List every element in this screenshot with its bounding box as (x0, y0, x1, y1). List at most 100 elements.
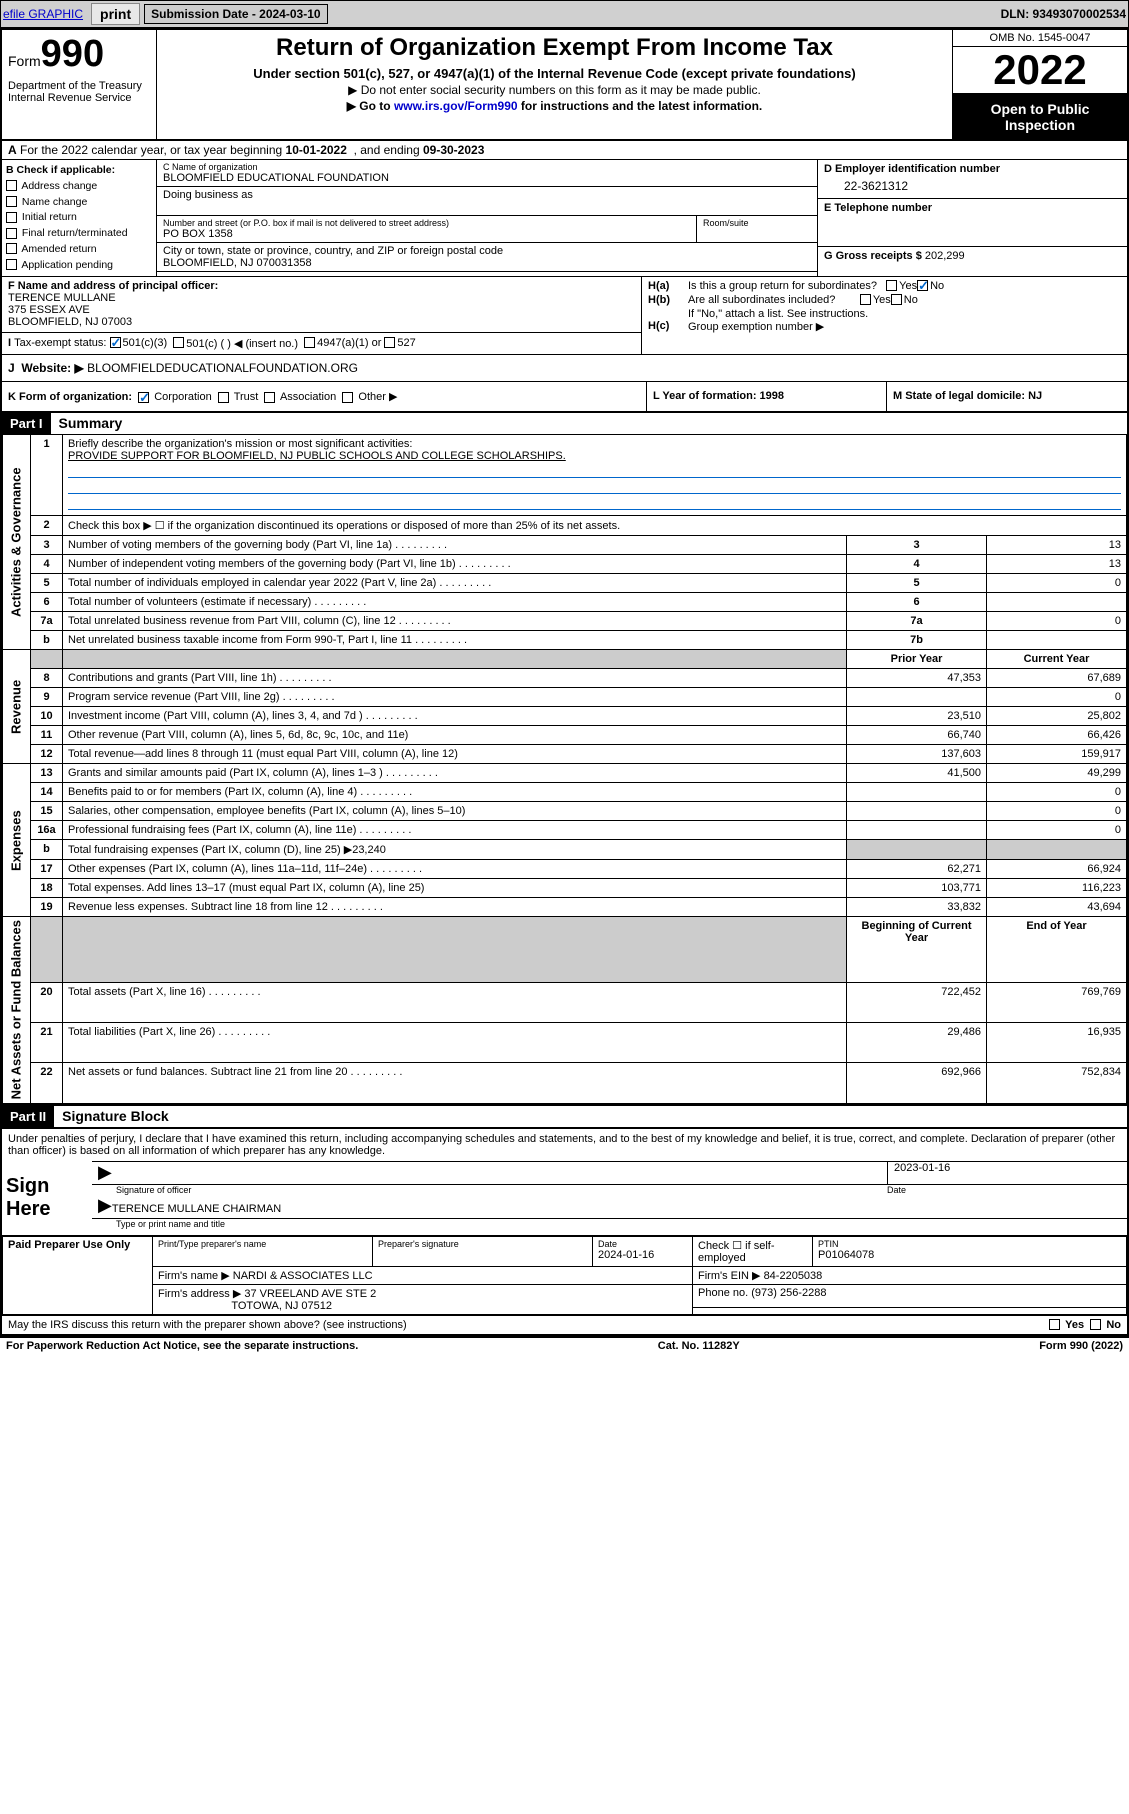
col-b-checkboxes: B Check if applicable: Address change Na… (2, 160, 157, 276)
form-number: Form990 (8, 33, 150, 76)
dln: DLN: 93493070002534 (1001, 7, 1126, 21)
sign-here-label: Sign Here (2, 1161, 92, 1235)
cb-discuss-yes[interactable] (1049, 1319, 1060, 1330)
row-a: A For the 2022 calendar year, or tax yea… (2, 141, 1127, 160)
row-i: I Tax-exempt status: 501(c)(3) 501(c) ( … (2, 332, 641, 354)
line8: Contributions and grants (Part VIII, lin… (63, 669, 847, 688)
cb-trust[interactable] (218, 392, 229, 403)
side-net-assets: Net Assets or Fund Balances (3, 917, 31, 1103)
self-employed-check[interactable]: Check ☐ if self-employed (693, 1236, 813, 1267)
cb-4947[interactable] (304, 337, 315, 348)
sign-here-row: Sign Here ▶ 2023-01-16 Signature of offi… (2, 1161, 1127, 1235)
cb-assoc[interactable] (264, 392, 275, 403)
cb-ha-yes[interactable] (886, 280, 897, 291)
officer-box: F Name and address of principal officer:… (2, 277, 642, 354)
header-left: Form990 Department of the Treasury Inter… (2, 30, 157, 139)
irs-link[interactable]: www.irs.gov/Form990 (394, 99, 518, 113)
part-2-header: Part IISignature Block (2, 1104, 1127, 1127)
val-6 (987, 593, 1127, 612)
cb-501c[interactable] (173, 337, 184, 348)
org-name: BLOOMFIELD EDUCATIONAL FOUNDATION (163, 172, 811, 184)
h-boxes: H(a)Is this a group return for subordina… (642, 277, 1127, 354)
cb-527[interactable] (384, 337, 395, 348)
line2: Check this box ▶ ☐ if the organization d… (63, 516, 1127, 536)
dba-box: Doing business as (157, 187, 817, 216)
val-7a: 0 (987, 612, 1127, 631)
website-value: BLOOMFIELDEDUCATIONALFOUNDATION.ORG (87, 361, 358, 375)
line3: Number of voting members of the governin… (63, 536, 847, 555)
side-revenue: Revenue (3, 650, 31, 764)
side-governance: Activities & Governance (3, 435, 31, 650)
city-value: BLOOMFIELD, NJ 070031358 (163, 257, 811, 269)
footer-left: For Paperwork Reduction Act Notice, see … (6, 1340, 358, 1352)
sig-date: 2023-01-16 (887, 1162, 1127, 1184)
declaration-text: Under penalties of perjury, I declare th… (8, 1133, 1121, 1157)
summary-table: Activities & Governance 1 Briefly descri… (2, 434, 1127, 1103)
address-box: Number and street (or P.O. box if mail i… (157, 216, 697, 243)
header-mid: Return of Organization Exempt From Incom… (157, 30, 952, 139)
signature-block: Under penalties of perjury, I declare th… (2, 1127, 1127, 1161)
line6: Total number of volunteers (estimate if … (63, 593, 847, 612)
city-box: City or town, state or province, country… (157, 243, 817, 272)
cb-hb-no[interactable] (891, 294, 902, 305)
discuss-row: May the IRS discuss this return with the… (2, 1315, 1127, 1334)
dept-label: Department of the Treasury Internal Reve… (8, 80, 150, 104)
current-year-hdr: Current Year (987, 650, 1127, 669)
print-button[interactable]: print (91, 3, 140, 25)
line19: Revenue less expenses. Subtract line 18 … (63, 898, 847, 917)
begin-year-hdr: Beginning of Current Year (847, 917, 987, 983)
col-b-label: B Check if applicable: (6, 164, 115, 176)
val-7b (987, 631, 1127, 650)
cb-initial-return[interactable]: Initial return (6, 210, 152, 226)
cb-ha-no[interactable] (917, 280, 928, 291)
prior-year-hdr: Prior Year (847, 650, 987, 669)
end-year-hdr: End of Year (987, 917, 1127, 983)
form-of-org: K Form of organization: Corporation Trus… (2, 382, 647, 411)
gross-receipts-box: G Gross receipts $ 202,299 (818, 247, 1127, 265)
row-fg: F Name and address of principal officer:… (2, 276, 1127, 354)
ptin-value: P01064078 (818, 1249, 874, 1261)
line10: Investment income (Part VIII, column (A)… (63, 707, 847, 726)
submission-date: Submission Date - 2024-03-10 (144, 4, 327, 24)
row-k: K Form of organization: Corporation Trus… (2, 381, 1127, 411)
efile-link[interactable]: efile GRAPHIC (3, 7, 83, 21)
cb-corp[interactable] (138, 392, 149, 403)
form-header: Form990 Department of the Treasury Inter… (2, 30, 1127, 141)
line18: Total expenses. Add lines 13–17 (must eq… (63, 879, 847, 898)
cb-other[interactable] (342, 392, 353, 403)
cb-final-return[interactable]: Final return/terminated (6, 226, 152, 242)
cb-app-pending[interactable]: Application pending (6, 258, 152, 274)
cb-address-change[interactable]: Address change (6, 179, 152, 195)
tax-year: 2022 (953, 47, 1127, 95)
officer-name: TERENCE MULLANE (8, 292, 116, 304)
toolbar: efile GRAPHIC print Submission Date - 20… (0, 0, 1129, 28)
col-de: D Employer identification number 22-3621… (817, 160, 1127, 276)
subtitle-2: ▶ Do not enter social security numbers o… (167, 83, 942, 97)
cb-discuss-no[interactable] (1090, 1319, 1101, 1330)
line9: Program service revenue (Part VIII, line… (63, 688, 847, 707)
line14: Benefits paid to or for members (Part IX… (63, 783, 847, 802)
gross-receipts-value: 202,299 (925, 250, 965, 262)
cb-amended[interactable]: Amended return (6, 242, 152, 258)
cb-name-change[interactable]: Name change (6, 195, 152, 211)
line17: Other expenses (Part IX, column (A), lin… (63, 860, 847, 879)
cb-501c3[interactable] (110, 337, 121, 348)
address-value: PO BOX 1358 (163, 228, 690, 240)
org-name-box: C Name of organization BLOOMFIELD EDUCAT… (157, 160, 817, 187)
val-5: 0 (987, 574, 1127, 593)
paid-preparer-label: Paid Preparer Use Only (3, 1236, 153, 1315)
phone-row: Phone no. (973) 256-2288 (693, 1284, 1127, 1307)
year-formation: L Year of formation: 1998 (647, 382, 887, 411)
col-c-org-info: C Name of organization BLOOMFIELD EDUCAT… (157, 160, 817, 276)
val-3: 13 (987, 536, 1127, 555)
line1: Briefly describe the organization's miss… (63, 435, 1127, 516)
header-right: OMB No. 1545-0047 2022 Open to Public In… (952, 30, 1127, 139)
line15: Salaries, other compensation, employee b… (63, 802, 847, 821)
main-info: B Check if applicable: Address change Na… (2, 160, 1127, 276)
val-4: 13 (987, 555, 1127, 574)
side-expenses: Expenses (3, 764, 31, 917)
line20: Total assets (Part X, line 16) (63, 982, 847, 1022)
cb-hb-yes[interactable] (860, 294, 871, 305)
line12: Total revenue—add lines 8 through 11 (mu… (63, 745, 847, 764)
line7b: Net unrelated business taxable income fr… (63, 631, 847, 650)
